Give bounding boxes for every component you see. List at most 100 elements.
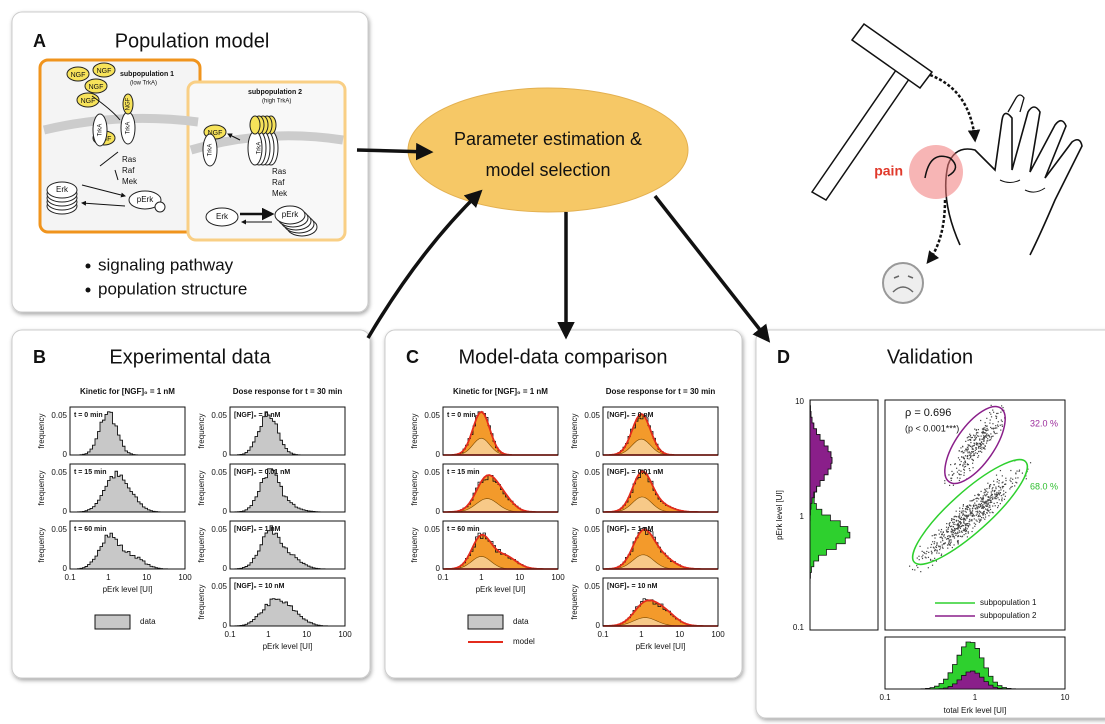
scatter-point — [1019, 470, 1020, 471]
scatter-point — [962, 451, 963, 452]
scatter-point — [976, 501, 977, 502]
y-axis-label: frequency — [570, 527, 579, 562]
scatter-point — [949, 523, 950, 524]
legend-swatch — [468, 615, 503, 629]
y-tick-label: 0 — [223, 564, 228, 573]
scatter-point — [997, 497, 998, 498]
y-tick-label: 0 — [596, 564, 601, 573]
scatter-point — [983, 428, 984, 429]
scatter-point — [986, 428, 987, 429]
scatter-point — [983, 439, 984, 440]
scatter-point — [988, 515, 989, 516]
scatter-point — [971, 513, 972, 514]
scatter-point — [965, 519, 966, 520]
scatter-point — [973, 504, 974, 505]
scatter-point — [998, 486, 999, 487]
scatter-point — [963, 462, 964, 463]
scatter-point — [962, 513, 963, 514]
scatter-point — [989, 485, 990, 486]
scatter-point — [1010, 470, 1011, 471]
y-axis-label: frequency — [410, 470, 419, 505]
y-tick-label: 0 — [436, 507, 441, 516]
scatter-point — [980, 448, 981, 449]
scatter-point — [947, 532, 948, 533]
scatter-point — [967, 449, 968, 450]
scatter-point — [1001, 500, 1002, 501]
scatter-point — [1010, 478, 1011, 479]
scatter-point — [981, 499, 982, 500]
estimation-ellipse — [408, 88, 688, 212]
scatter-point — [972, 437, 973, 438]
scatter-point — [947, 536, 948, 537]
scatter-point — [931, 553, 932, 554]
y-axis-label: frequency — [197, 527, 206, 562]
scatter-point — [953, 532, 954, 533]
y-axis-label: frequency — [410, 527, 419, 562]
scatter-point — [980, 497, 981, 498]
legend-label: data — [513, 617, 529, 626]
scatter-point — [980, 505, 981, 506]
scatter-point — [971, 500, 972, 501]
scatter-point — [996, 496, 997, 497]
scatter-point — [931, 551, 932, 552]
y-tick-label: 0 — [223, 621, 228, 630]
column-heading: Kinetic for [NGF]₀ = 1 nM — [453, 387, 548, 396]
scatter-point — [970, 505, 971, 506]
scatter-point — [974, 515, 975, 516]
scatter-point — [978, 436, 979, 437]
scatter-point — [986, 491, 987, 492]
scatter-point — [991, 493, 992, 494]
scatter-point — [961, 461, 962, 462]
scatter-point — [972, 455, 973, 456]
scatter-point — [986, 437, 987, 438]
scatter-point — [969, 452, 970, 453]
scatter-point — [982, 433, 983, 434]
scatter-point — [1005, 492, 1006, 493]
scatter-point — [994, 503, 995, 504]
p-value-label: (p < 0.001***) — [905, 423, 959, 433]
scatter-point — [1005, 478, 1006, 479]
y-axis-label: frequency — [37, 413, 46, 448]
scatter-point — [979, 520, 980, 521]
scatter-point — [1003, 486, 1004, 487]
pain-label: pain — [874, 163, 903, 179]
scatter-point — [961, 522, 962, 523]
scatter-point — [997, 479, 998, 480]
scatter-point — [993, 481, 994, 482]
panel-letter: B — [33, 347, 46, 367]
scatter-point — [969, 524, 970, 525]
scatter-point — [961, 511, 962, 512]
scatter-point — [974, 455, 975, 456]
scatter-point — [984, 492, 985, 493]
scatter-point — [958, 535, 959, 536]
scatter-point — [990, 433, 991, 434]
scatter-point — [963, 523, 964, 524]
scatter-point — [978, 494, 979, 495]
scatter-point — [986, 494, 987, 495]
scatter-point — [942, 544, 943, 545]
scatter-point — [989, 435, 990, 436]
plot-label: [NGF]₀ = 0.01 nM — [234, 469, 290, 476]
scatter-point — [909, 566, 910, 567]
scatter-point — [964, 450, 965, 451]
scatter-point — [1001, 495, 1002, 496]
scatter-point — [967, 525, 968, 526]
scatter-point — [967, 505, 968, 506]
y-tick-label: 0.1 — [793, 623, 805, 632]
scatter-point — [926, 553, 927, 554]
scatter-point — [988, 500, 989, 501]
scatter-point — [985, 492, 986, 493]
bullet-text: signaling pathway — [98, 255, 234, 274]
scatter-point — [972, 467, 973, 468]
x-tick-label: 0.1 — [879, 693, 891, 702]
scatter-point — [969, 504, 970, 505]
scatter-point — [951, 539, 952, 540]
scatter-point — [959, 511, 960, 512]
scatter-point — [960, 528, 961, 529]
scatter-point — [967, 528, 968, 529]
y-tick-label: 0.05 — [584, 582, 600, 591]
y-tick-label: 0.05 — [51, 525, 67, 534]
scatter-point — [964, 534, 965, 535]
scatter-point — [953, 485, 954, 486]
scatter-point — [1012, 479, 1013, 480]
